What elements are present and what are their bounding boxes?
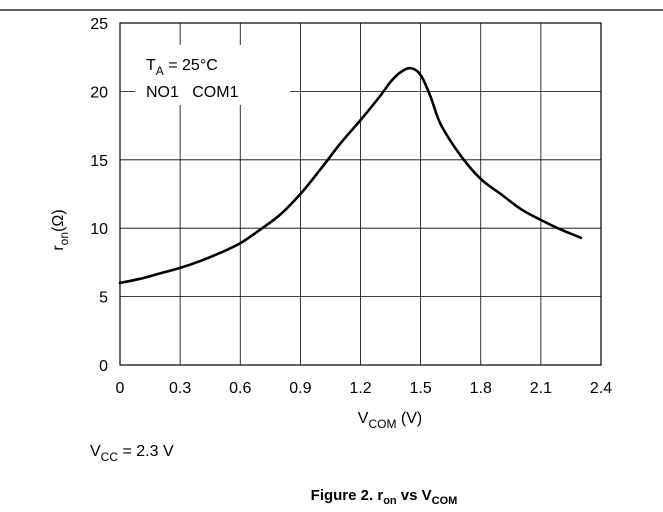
x-tick-label: 0.6 xyxy=(229,380,251,397)
annotation-channel: NO1 COM1 xyxy=(146,84,239,101)
y-tick-label: 10 xyxy=(90,221,108,238)
x-tick-label: 0.3 xyxy=(169,380,191,397)
tick-labels: 0 0.3 0.6 0.9 1.2 1.5 1.8 2.1 2.4 0 5 10 15 20 25 xyxy=(90,16,612,397)
y-axis-label: ron(Ω) xyxy=(50,209,71,250)
x-tick-label: 2.4 xyxy=(590,380,612,397)
plot-frame xyxy=(119,22,602,366)
y-tick-label: 20 xyxy=(90,84,108,101)
annotation-vcc: VCC = 2.3 V xyxy=(90,443,174,464)
annotation-box xyxy=(135,45,290,105)
x-tick-label: 1.5 xyxy=(410,380,432,397)
y-tick-label: 0 xyxy=(99,358,108,375)
y-tick-label: 25 xyxy=(90,16,108,33)
figure-caption: Figure 2. ron vs VCOM xyxy=(311,487,458,507)
x-tick-label: 0 xyxy=(116,380,125,397)
y-tick-label: 15 xyxy=(90,153,108,170)
x-axis-label: VCOM (V) xyxy=(358,410,422,431)
y-tick-label: 5 xyxy=(99,290,108,307)
x-tick-label: 2.1 xyxy=(530,380,552,397)
x-tick-label: 1.8 xyxy=(470,380,492,397)
x-tick-label: 0.9 xyxy=(289,380,311,397)
series-line-ron xyxy=(118,66,583,285)
x-tick-label: 1.2 xyxy=(349,380,371,397)
annotation-temperature: TA = 25°C xyxy=(146,57,218,78)
